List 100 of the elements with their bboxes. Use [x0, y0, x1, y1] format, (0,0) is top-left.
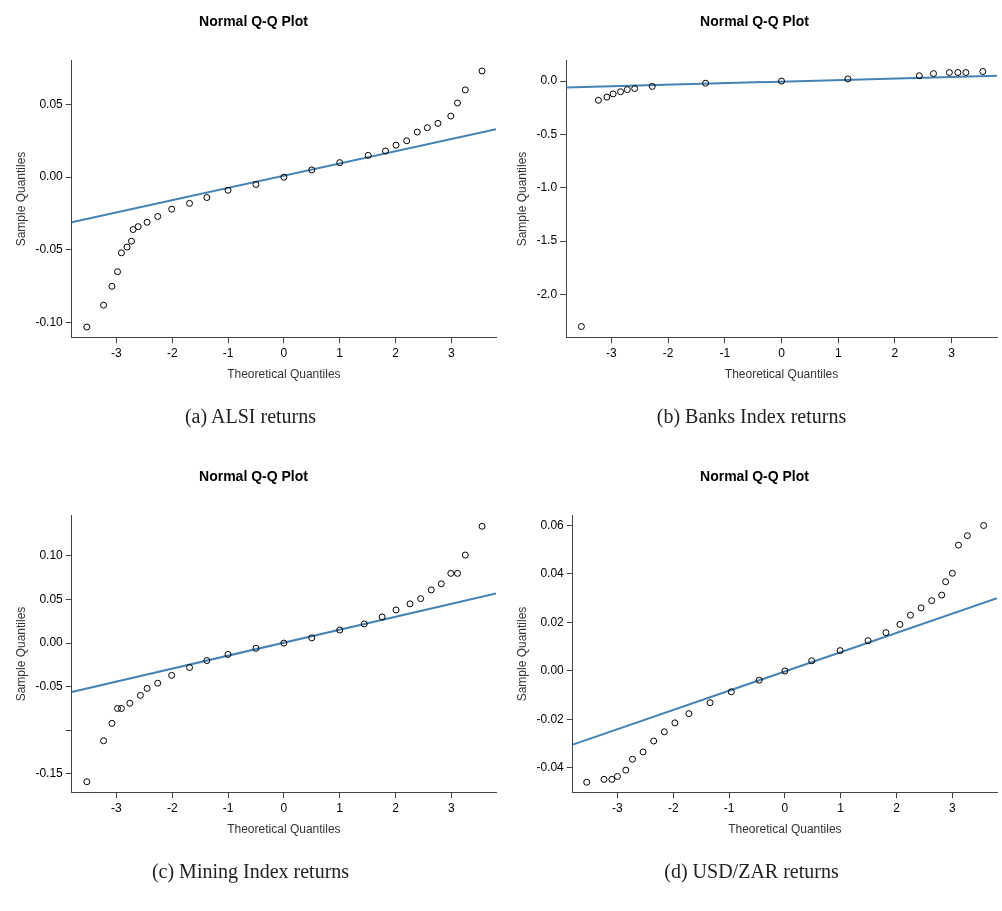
y-tick-label: 0.06 [540, 517, 565, 532]
point [392, 606, 400, 614]
text: (b) Banks Index returns [655, 405, 848, 428]
x-tick-label: -1 [222, 345, 234, 360]
y-tick-label: -0.05 [35, 679, 64, 694]
point [478, 522, 486, 530]
x-tick-label: 0 [280, 800, 288, 815]
x-axis-title: Theoretical Quantiles [227, 822, 341, 837]
point [478, 67, 486, 75]
x-tick-label: -3 [111, 800, 123, 815]
point [381, 147, 389, 155]
point [280, 639, 288, 647]
y-tick-label: 0.04 [540, 566, 565, 581]
point [755, 676, 763, 684]
point [108, 719, 116, 727]
point [930, 70, 937, 78]
x-axis-title: Theoretical Quantiles [724, 367, 839, 382]
point [154, 679, 162, 687]
point [154, 212, 162, 220]
x-tick-label: 0 [781, 800, 789, 815]
point [168, 205, 176, 213]
point [648, 82, 656, 90]
y-axis-title: Sample Quantiles [514, 606, 529, 702]
point [406, 600, 414, 608]
point [453, 99, 461, 107]
y-tick-label: 0.00 [39, 169, 64, 184]
y-axis-title: Sample Quantiles [514, 151, 529, 247]
point [706, 699, 714, 707]
point [660, 728, 668, 736]
point [136, 691, 144, 699]
text: (d) USD/ZAR returns [663, 860, 840, 883]
x-tick-label: -2 [166, 800, 178, 815]
y-tick-label: 0.05 [39, 591, 64, 606]
point [608, 775, 616, 783]
point [948, 569, 956, 577]
chart-title: Normal Q-Q Plot [700, 13, 810, 30]
y-tick-label: 0.10 [39, 548, 64, 563]
point [437, 580, 445, 588]
point [945, 69, 953, 77]
x-tick-label: 3 [949, 800, 956, 815]
x-tick-label: 1 [336, 800, 344, 815]
point [808, 657, 816, 665]
point [603, 93, 611, 101]
x-tick-label: 2 [891, 345, 899, 360]
x-tick-label: 2 [893, 800, 901, 815]
point [427, 586, 435, 594]
point [583, 778, 591, 786]
point [123, 243, 131, 251]
point [364, 151, 372, 159]
x-tick-label: -2 [662, 345, 674, 360]
x-tick-label: -3 [612, 800, 624, 815]
point [114, 268, 122, 276]
text: (a) ALSI returns [183, 405, 318, 428]
y-tick-label: -0.15 [35, 766, 64, 781]
point [594, 96, 602, 104]
point [434, 119, 442, 127]
point [628, 755, 636, 763]
point [979, 67, 987, 75]
y-tick-label: 0.00 [540, 663, 565, 678]
point [631, 85, 639, 93]
point [423, 124, 431, 132]
point [308, 634, 316, 642]
y-tick-label: 0.02 [540, 614, 565, 629]
x-tick-label: -1 [222, 800, 234, 815]
y-tick-label: -0.05 [35, 242, 64, 257]
point [781, 667, 789, 675]
point [129, 226, 137, 234]
point [108, 282, 116, 290]
point [308, 166, 316, 174]
point [413, 128, 421, 136]
x-tick-label: -1 [723, 800, 735, 815]
point [126, 699, 134, 707]
point [639, 748, 647, 756]
point [336, 159, 344, 167]
x-tick-label: 3 [448, 345, 455, 360]
point [378, 613, 386, 621]
point [447, 569, 455, 577]
point [954, 69, 962, 77]
point [114, 705, 122, 712]
point [954, 541, 962, 549]
x-axis-title: Theoretical Quantiles [227, 367, 341, 382]
point [671, 719, 679, 727]
point [83, 778, 91, 786]
y-tick-label: -0.02 [536, 711, 565, 726]
point [906, 611, 914, 619]
point [577, 323, 585, 331]
x-tick-label: -1 [719, 345, 731, 360]
y-tick-label: 0.0 [540, 73, 558, 88]
point [117, 705, 125, 712]
point [203, 194, 211, 202]
point [100, 737, 108, 745]
point [280, 173, 288, 181]
text: (c) Mining Index returns [150, 860, 351, 883]
point [83, 323, 91, 331]
point [453, 569, 461, 577]
point [127, 237, 135, 245]
point [942, 578, 950, 586]
point [403, 137, 411, 145]
point [617, 88, 625, 96]
point [609, 90, 617, 98]
